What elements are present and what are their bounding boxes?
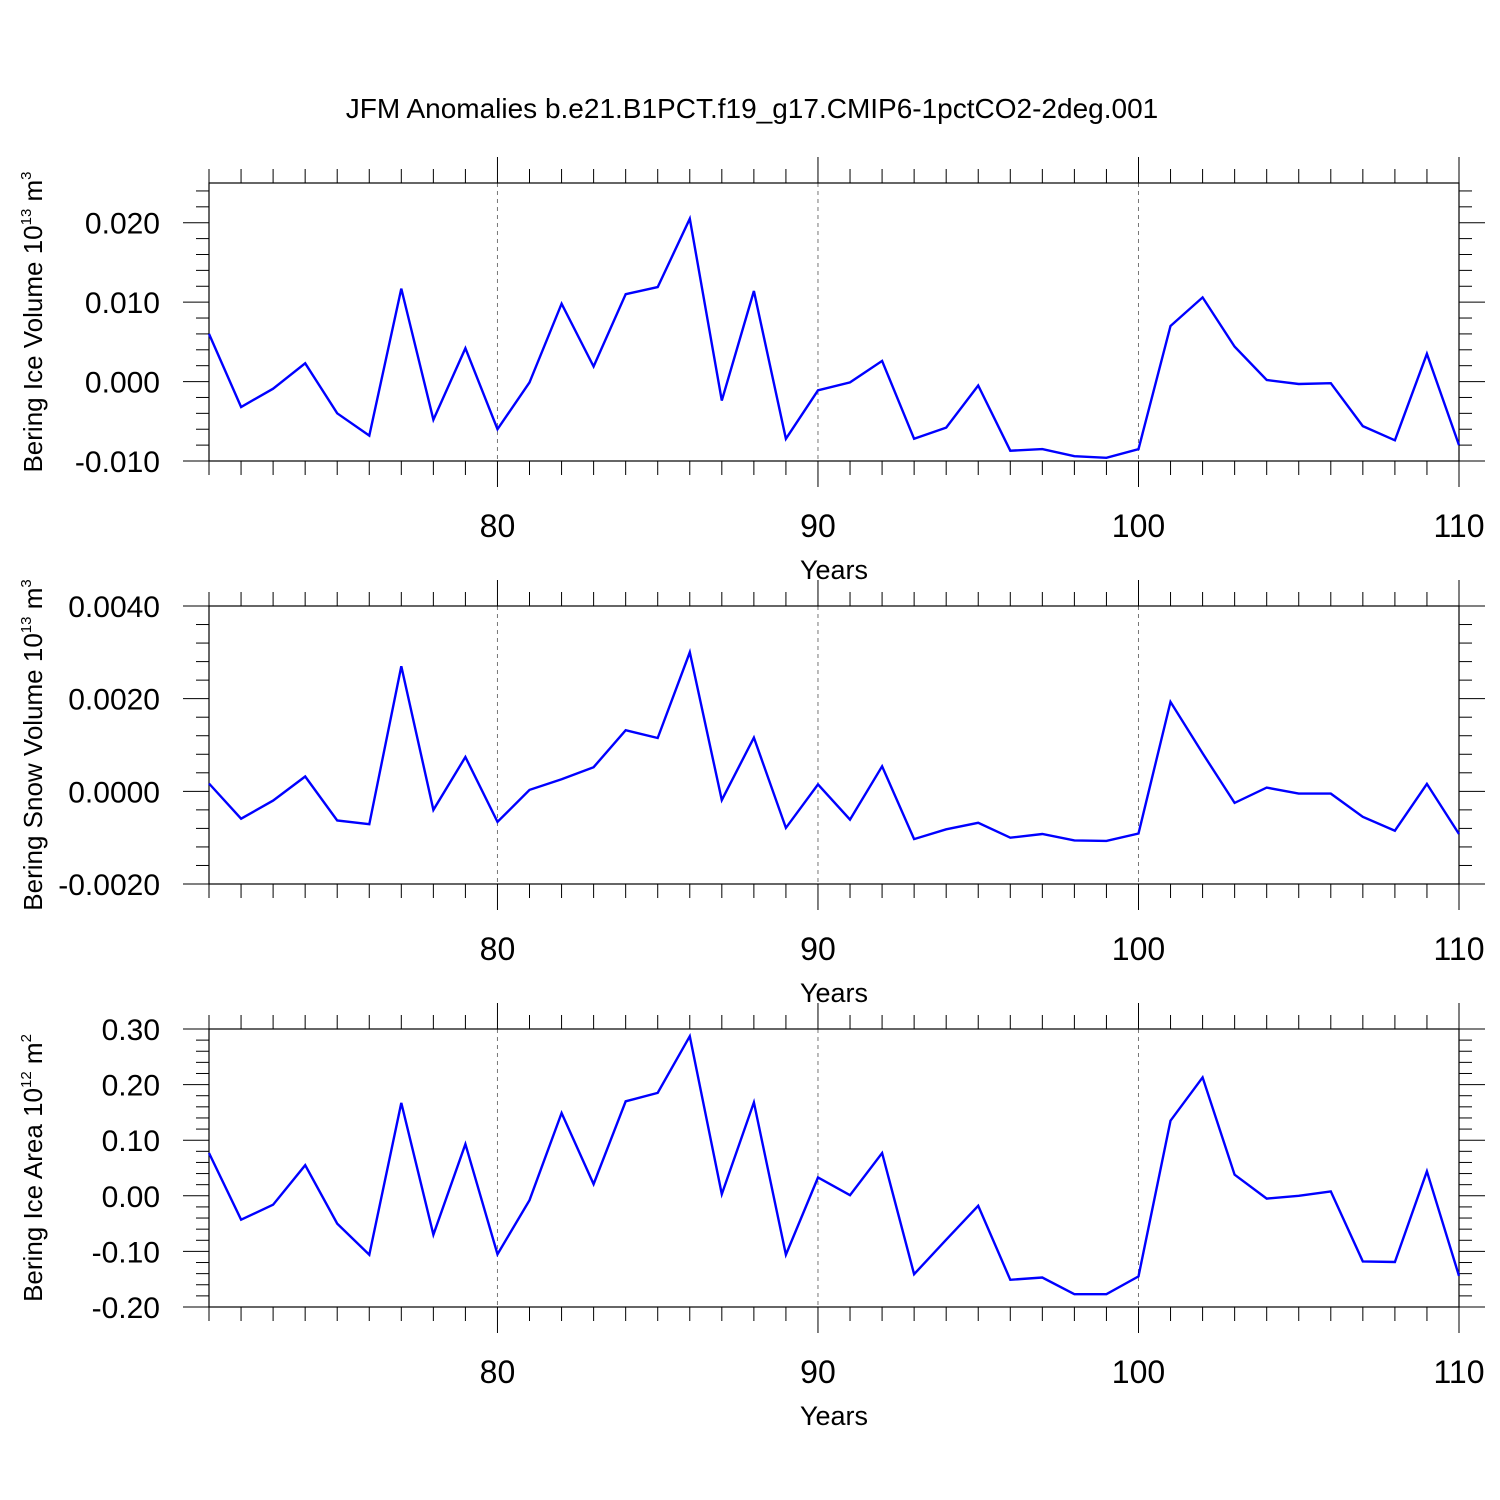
panel-1: 80 90 100 110 -0.010 0.000 0.010 0.020 Years Beri… (18, 157, 1485, 585)
y-tick-label: -0.010 (75, 446, 160, 479)
series-line-1 (207, 1032, 1461, 1296)
panel-3: 80 90 100 110 -0.20 -0.10 0.00 0.10 0.20 0.30 Year… (18, 1003, 1485, 1431)
y-tick-label: 0.20 (102, 1070, 160, 1103)
chart-title: JFM Anomalies b.e21.B1PCT.f19_g17.CMIP6-… (346, 93, 1158, 124)
y-tick-label: 0.0000 (68, 776, 160, 809)
x-tick-label: 110 (1433, 508, 1484, 544)
y-tick-label: 0.020 (85, 208, 160, 241)
y-tick-label: -0.20 (92, 1292, 160, 1325)
plot-frame (208, 1028, 1460, 1308)
x-tick-label: 100 (1112, 931, 1165, 967)
y-axis-label: Bering Ice Area 1012 m2 (18, 1034, 48, 1302)
x-tick-label: 100 (1112, 1354, 1165, 1390)
chart-panels: 80 90 100 110 -0.010 0.000 0.010 0.020 Years Beri… (18, 157, 1485, 1431)
x-tick-label: 80 (480, 1354, 516, 1390)
y-tick-label: 0.0040 (68, 591, 160, 624)
x-axis-label: Years (800, 1401, 868, 1431)
y-tick-label: 0.010 (85, 287, 160, 320)
panel-2: 80 90 100 110 -0.0020 0.0000 0.0020 0.0040 Years… (18, 579, 1485, 1008)
x-tick-label: 110 (1433, 931, 1484, 967)
y-tick-label: 0.30 (102, 1014, 160, 1047)
y-axis-label: Bering Ice Volume 1013 m3 (18, 171, 48, 472)
x-tick-label: 110 (1433, 1354, 1484, 1390)
y-axis-label: Bering Snow Volume 1013 m3 (18, 579, 48, 910)
x-tick-label: 90 (800, 1354, 836, 1390)
x-axis-label: Years (800, 978, 868, 1008)
series-line-1 (207, 214, 1461, 460)
y-tick-label: -0.0020 (58, 869, 160, 902)
y-tick-label: 0.000 (85, 367, 160, 400)
y-tick-label: 0.00 (102, 1181, 160, 1214)
series-line-1 (208, 648, 1461, 843)
y-tick-label: 0.10 (102, 1125, 160, 1158)
plot-frame (208, 182, 1460, 462)
x-tick-label: 90 (800, 508, 836, 544)
x-tick-label: 80 (480, 508, 516, 544)
y-tick-label: 0.0020 (68, 684, 160, 717)
x-tick-label: 100 (1112, 508, 1165, 544)
y-tick-label: -0.10 (92, 1236, 160, 1269)
plot-frame (208, 605, 1460, 885)
x-axis-label: Years (800, 555, 868, 585)
x-tick-label: 90 (800, 931, 836, 967)
x-tick-label: 80 (480, 931, 516, 967)
